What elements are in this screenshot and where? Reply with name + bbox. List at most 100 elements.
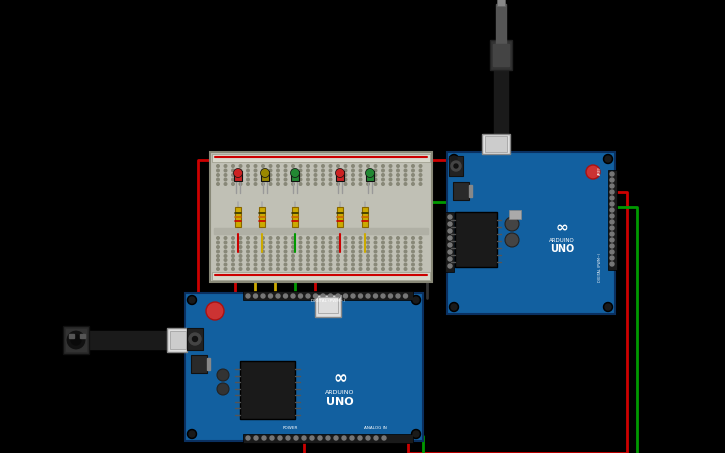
Circle shape bbox=[389, 165, 392, 167]
Circle shape bbox=[254, 169, 257, 172]
Circle shape bbox=[299, 246, 302, 248]
Circle shape bbox=[329, 183, 332, 185]
Text: POWER: POWER bbox=[282, 426, 298, 430]
Circle shape bbox=[419, 173, 422, 176]
Circle shape bbox=[277, 237, 279, 239]
Circle shape bbox=[277, 241, 279, 244]
Circle shape bbox=[232, 268, 234, 270]
Circle shape bbox=[367, 268, 369, 270]
Bar bbox=[291, 171, 299, 181]
Circle shape bbox=[232, 178, 234, 181]
Circle shape bbox=[247, 246, 249, 248]
Circle shape bbox=[373, 294, 378, 298]
Circle shape bbox=[381, 183, 384, 185]
Circle shape bbox=[505, 217, 519, 231]
Circle shape bbox=[397, 183, 399, 185]
Circle shape bbox=[448, 257, 452, 261]
Circle shape bbox=[307, 250, 310, 253]
Circle shape bbox=[224, 178, 227, 181]
Circle shape bbox=[367, 237, 369, 239]
Circle shape bbox=[412, 295, 420, 304]
Circle shape bbox=[412, 241, 414, 244]
Circle shape bbox=[254, 246, 257, 248]
Bar bbox=[496, 4, 506, 44]
Circle shape bbox=[448, 250, 452, 254]
Circle shape bbox=[262, 268, 265, 270]
Circle shape bbox=[247, 268, 249, 270]
Circle shape bbox=[367, 241, 369, 244]
Circle shape bbox=[299, 183, 302, 185]
Text: ∞: ∞ bbox=[333, 369, 347, 387]
Circle shape bbox=[247, 183, 249, 185]
Circle shape bbox=[586, 165, 600, 179]
Circle shape bbox=[344, 165, 347, 167]
Circle shape bbox=[603, 303, 613, 312]
Circle shape bbox=[254, 241, 257, 244]
Bar bbox=[63, 326, 89, 354]
Circle shape bbox=[374, 165, 377, 167]
Circle shape bbox=[291, 259, 294, 261]
Bar bbox=[235, 207, 241, 227]
Circle shape bbox=[189, 297, 195, 303]
Circle shape bbox=[299, 255, 302, 257]
Circle shape bbox=[329, 246, 332, 248]
Circle shape bbox=[336, 259, 339, 261]
Circle shape bbox=[306, 294, 310, 298]
Circle shape bbox=[269, 246, 272, 248]
Circle shape bbox=[344, 294, 347, 298]
Circle shape bbox=[314, 250, 317, 253]
Bar bbox=[80, 334, 85, 338]
Circle shape bbox=[224, 255, 227, 257]
Circle shape bbox=[247, 259, 249, 261]
Circle shape bbox=[367, 263, 369, 266]
Circle shape bbox=[322, 263, 324, 266]
Circle shape bbox=[284, 173, 287, 176]
Circle shape bbox=[359, 173, 362, 176]
Circle shape bbox=[217, 268, 219, 270]
Circle shape bbox=[352, 237, 355, 239]
Circle shape bbox=[448, 215, 452, 219]
Circle shape bbox=[413, 431, 419, 437]
Circle shape bbox=[344, 241, 347, 244]
Circle shape bbox=[284, 263, 287, 266]
Circle shape bbox=[224, 165, 227, 167]
Circle shape bbox=[260, 169, 270, 178]
Circle shape bbox=[381, 250, 384, 253]
Circle shape bbox=[239, 169, 242, 172]
Circle shape bbox=[277, 263, 279, 266]
Circle shape bbox=[261, 294, 265, 298]
Circle shape bbox=[322, 250, 324, 253]
Circle shape bbox=[610, 232, 614, 236]
Text: ARDUINO: ARDUINO bbox=[549, 237, 575, 242]
Circle shape bbox=[277, 165, 279, 167]
Circle shape bbox=[224, 250, 227, 253]
Circle shape bbox=[299, 169, 302, 172]
Circle shape bbox=[286, 436, 290, 440]
Circle shape bbox=[239, 250, 242, 253]
Circle shape bbox=[262, 183, 265, 185]
Circle shape bbox=[247, 169, 249, 172]
Circle shape bbox=[405, 246, 407, 248]
Bar bbox=[469, 185, 472, 197]
Circle shape bbox=[374, 255, 377, 257]
Circle shape bbox=[329, 259, 332, 261]
Circle shape bbox=[66, 330, 86, 350]
Circle shape bbox=[352, 246, 355, 248]
Circle shape bbox=[189, 431, 195, 437]
Circle shape bbox=[217, 383, 229, 395]
Bar bbox=[207, 358, 210, 370]
Circle shape bbox=[419, 268, 422, 270]
Bar bbox=[493, 44, 509, 66]
Circle shape bbox=[321, 294, 325, 298]
Circle shape bbox=[344, 263, 347, 266]
Bar bbox=[210, 152, 432, 282]
Circle shape bbox=[450, 154, 458, 164]
Circle shape bbox=[277, 255, 279, 257]
Circle shape bbox=[610, 250, 614, 254]
Text: DIGITAL (PWM~): DIGITAL (PWM~) bbox=[311, 299, 345, 303]
Circle shape bbox=[299, 173, 302, 176]
Circle shape bbox=[389, 259, 392, 261]
Circle shape bbox=[352, 241, 355, 244]
Circle shape bbox=[307, 259, 310, 261]
Circle shape bbox=[269, 255, 272, 257]
